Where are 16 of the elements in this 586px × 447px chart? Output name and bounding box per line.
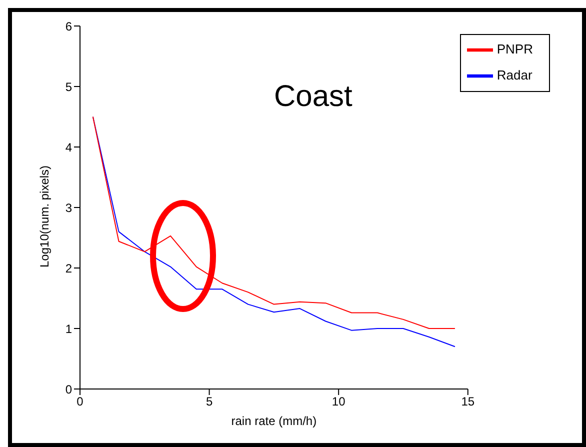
- y-axis-title: Log10(num. pixels): [37, 165, 52, 268]
- x-tick-label: 5: [206, 394, 213, 409]
- x-tick-label: 15: [461, 394, 475, 409]
- y-tick-label: 3: [65, 200, 72, 215]
- y-tick-label: 5: [65, 80, 72, 94]
- x-tick-label: 10: [332, 394, 346, 409]
- legend-label: Radar: [496, 67, 532, 82]
- legend-label: PNPR: [496, 41, 533, 56]
- x-axis-title: rain rate (mm/h): [231, 414, 317, 428]
- y-tick-label: 6: [65, 19, 72, 34]
- y-tick-label: 0: [65, 382, 72, 396]
- y-tick-label: 1: [65, 322, 72, 336]
- y-tick-label: 2: [65, 261, 72, 276]
- x-tick-label: 0: [76, 394, 84, 409]
- annotation: Coast: [274, 80, 352, 114]
- y-tick-label: 4: [65, 140, 72, 154]
